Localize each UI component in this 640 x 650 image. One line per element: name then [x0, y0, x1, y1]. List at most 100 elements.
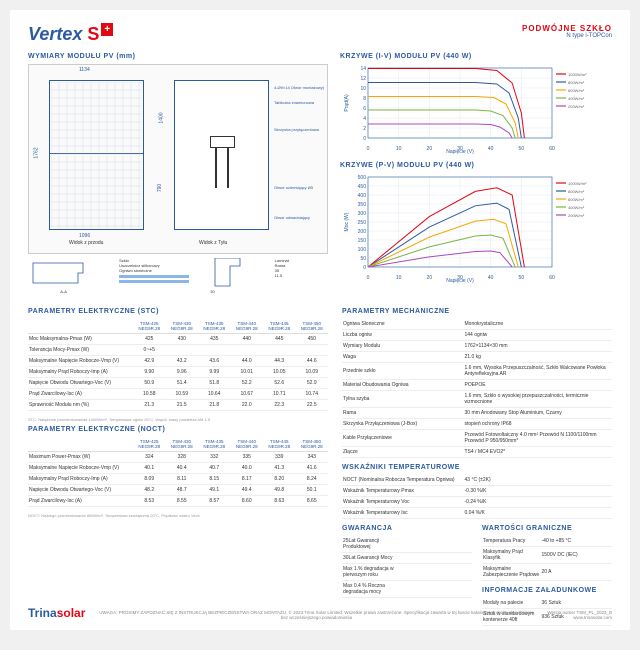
trina-logo: Trinasolar — [28, 606, 85, 620]
svg-text:Moc (W): Moc (W) — [344, 212, 350, 231]
dim-height-outer: 1762 — [34, 147, 40, 158]
svg-text:Napięcie (V): Napięcie (V) — [446, 278, 474, 283]
svg-text:400W/m²: 400W/m² — [568, 96, 585, 101]
svg-text:350: 350 — [358, 202, 367, 208]
svg-text:150: 150 — [358, 238, 367, 244]
tables-section: PARAMETRY ELEKTRYCZNE (STC) TSM-425 NEG9… — [28, 308, 612, 632]
svg-text:8: 8 — [363, 96, 366, 102]
plus-badge: + — [101, 23, 113, 36]
right-tables: PARAMETRY MECHANICZNE Ogniwa SłoneczneMo… — [342, 308, 612, 632]
svg-text:12: 12 — [360, 76, 366, 82]
svg-text:200W/m²: 200W/m² — [568, 104, 585, 109]
diagram-column: WYMIARY MODUŁU PV (mm) 1134 1096 1762 Wi… — [28, 53, 328, 298]
module-diagram: 1134 1096 1762 Widok z przodu 4-Ø9×14 Ot… — [28, 64, 328, 254]
anno-ground: Otwór uziemiający Ø5 — [274, 185, 313, 190]
svg-text:250: 250 — [358, 220, 367, 226]
noct-table: TSM-425 NEG9R.28TSM-430 NEG9R.28TSM-435 … — [28, 437, 328, 507]
svg-text:14: 14 — [360, 66, 366, 72]
charts-column: KRZYWE (I-V) MODUŁU PV (440 W) 010203040… — [340, 53, 610, 298]
svg-text:1000W/m²: 1000W/m² — [568, 181, 587, 186]
warranty-title: GWARANCJA — [342, 525, 472, 532]
dim-height-mid: 790 — [157, 184, 163, 192]
top-section: WYMIARY MODUŁU PV (mm) 1134 1096 1762 Wi… — [28, 53, 612, 298]
anno-junction: Skrzynka przyłączeniowa — [274, 127, 319, 132]
laminate-icon — [119, 273, 189, 285]
svg-text:500: 500 — [358, 175, 367, 181]
svg-text:60: 60 — [549, 146, 555, 152]
load-title: INFORMACJE ZAŁADUNKOWE — [482, 587, 612, 594]
section-label: A-A — [28, 289, 99, 294]
dim-width-inner: 1096 — [79, 233, 90, 239]
svg-text:2: 2 — [363, 126, 366, 132]
svg-text:20: 20 — [427, 275, 433, 281]
product-logo: Vertex S+ — [28, 24, 113, 45]
svg-text:0: 0 — [363, 265, 366, 271]
svg-text:10: 10 — [360, 86, 366, 92]
brand-suffix: S — [87, 24, 99, 44]
footer-disclaimer: UWAGA: PROSIMY ZAPOZNAĆ SIĘ Z INSTRUKCJĄ… — [85, 610, 547, 620]
section-row: A-A Szkło Uszczelnicz silikonowy Ogniwo … — [28, 258, 328, 298]
mech-title: PARAMETRY MECHANICZNE — [342, 308, 612, 315]
svg-text:40: 40 — [488, 146, 494, 152]
svg-text:0: 0 — [367, 275, 370, 281]
svg-text:800W/m²: 800W/m² — [568, 80, 585, 85]
warranty-table: 25Lat Gwarancji Produktowej30Lat Gwaranc… — [342, 536, 472, 598]
mech-table: Ogniwa SłoneczneMonokrystaliczneLiczba o… — [342, 319, 612, 458]
subtitle-sub: N type i-TOPCon — [522, 33, 612, 39]
anno-mounting: 4-Ø9×14 Otwór montażowy) — [274, 85, 324, 90]
stc-note: STC: Natężenie promieniowaniaś 1000W/m²,… — [28, 417, 328, 422]
frame-profile-icon — [210, 258, 245, 288]
stc-title: PARAMETRY ELEKTRYCZNE (STC) — [28, 308, 328, 315]
pv-chart-title: KRZYWE (P-V) MODUŁU PV (440 W) — [340, 162, 610, 169]
svg-text:50: 50 — [519, 275, 525, 281]
svg-text:300: 300 — [358, 211, 367, 217]
svg-text:800W/m²: 800W/m² — [568, 189, 585, 194]
frame-section-icon — [28, 258, 88, 288]
svg-text:10: 10 — [396, 275, 402, 281]
svg-text:1000W/m²: 1000W/m² — [568, 72, 587, 77]
svg-text:6: 6 — [363, 106, 366, 112]
left-tables: PARAMETRY ELEKTRYCZNE (STC) TSM-425 NEG9… — [28, 308, 328, 632]
svg-text:20: 20 — [427, 146, 433, 152]
back-view — [174, 80, 269, 230]
svg-text:450: 450 — [358, 184, 367, 190]
stc-table: TSM-425 NEG9R.28TSM-430 NEG9R.28TSM-435 … — [28, 319, 328, 411]
junction-box-icon — [210, 136, 235, 148]
cell-grid-icon — [51, 82, 142, 228]
iv-chart: 0102030405060024681012141000W/m²800W/m²6… — [340, 64, 610, 154]
footer-right: Wersja numer TSM_PL_2023_B www.trinasola… — [547, 610, 612, 620]
cable-icon — [215, 148, 217, 188]
svg-text:60: 60 — [549, 275, 555, 281]
back-label: Widok z Tyłu — [199, 240, 227, 246]
dim-width-outer: 1134 — [79, 67, 90, 73]
svg-text:100: 100 — [358, 247, 367, 253]
anno-nameplate: Tabliczka znamionowa — [274, 100, 314, 105]
svg-text:Prąd(A): Prąd(A) — [344, 94, 350, 112]
subtitle-main: PODWÓJNE SZKŁO — [522, 24, 612, 33]
header: Vertex S+ PODWÓJNE SZKŁO N type i-TOPCon — [28, 24, 612, 45]
svg-text:400W/m²: 400W/m² — [568, 205, 585, 210]
svg-text:Napięcie (V): Napięcie (V) — [446, 149, 474, 154]
svg-text:50: 50 — [519, 146, 525, 152]
brand-prefix: Vertex — [28, 24, 82, 44]
layer-stack: Szkło Uszczelnicz silikonowy Ogniwo słon… — [119, 258, 190, 298]
svg-text:0: 0 — [367, 146, 370, 152]
svg-text:200: 200 — [358, 229, 367, 235]
limits-table: Temperatura Pracy-40 to +85 °CMaksymalny… — [482, 536, 612, 581]
temp-title: WSKAŹNIKI TEMPERATUROWE — [342, 464, 612, 471]
diagram-title: WYMIARY MODUŁU PV (mm) — [28, 53, 328, 60]
section-aa: A-A — [28, 258, 99, 298]
limits-title: WARTOŚCI GRANICZNE — [482, 525, 612, 532]
svg-text:600W/m²: 600W/m² — [568, 197, 585, 202]
dim-height-inner: 1400 — [159, 112, 165, 123]
svg-text:50: 50 — [360, 256, 366, 262]
front-label: Widok z przodu — [69, 240, 103, 246]
anno-drain: Otwór odwadniający — [274, 215, 310, 220]
frame-labels: Laminat Rama 35 11.5 — [275, 258, 328, 298]
pv-chart: 0102030405060050100150200250300350400450… — [340, 173, 610, 283]
svg-text:200W/m²: 200W/m² — [568, 213, 585, 218]
svg-text:10: 10 — [396, 146, 402, 152]
svg-text:600W/m²: 600W/m² — [568, 88, 585, 93]
frame-profile: 30 — [210, 258, 254, 298]
svg-text:0: 0 — [363, 136, 366, 142]
